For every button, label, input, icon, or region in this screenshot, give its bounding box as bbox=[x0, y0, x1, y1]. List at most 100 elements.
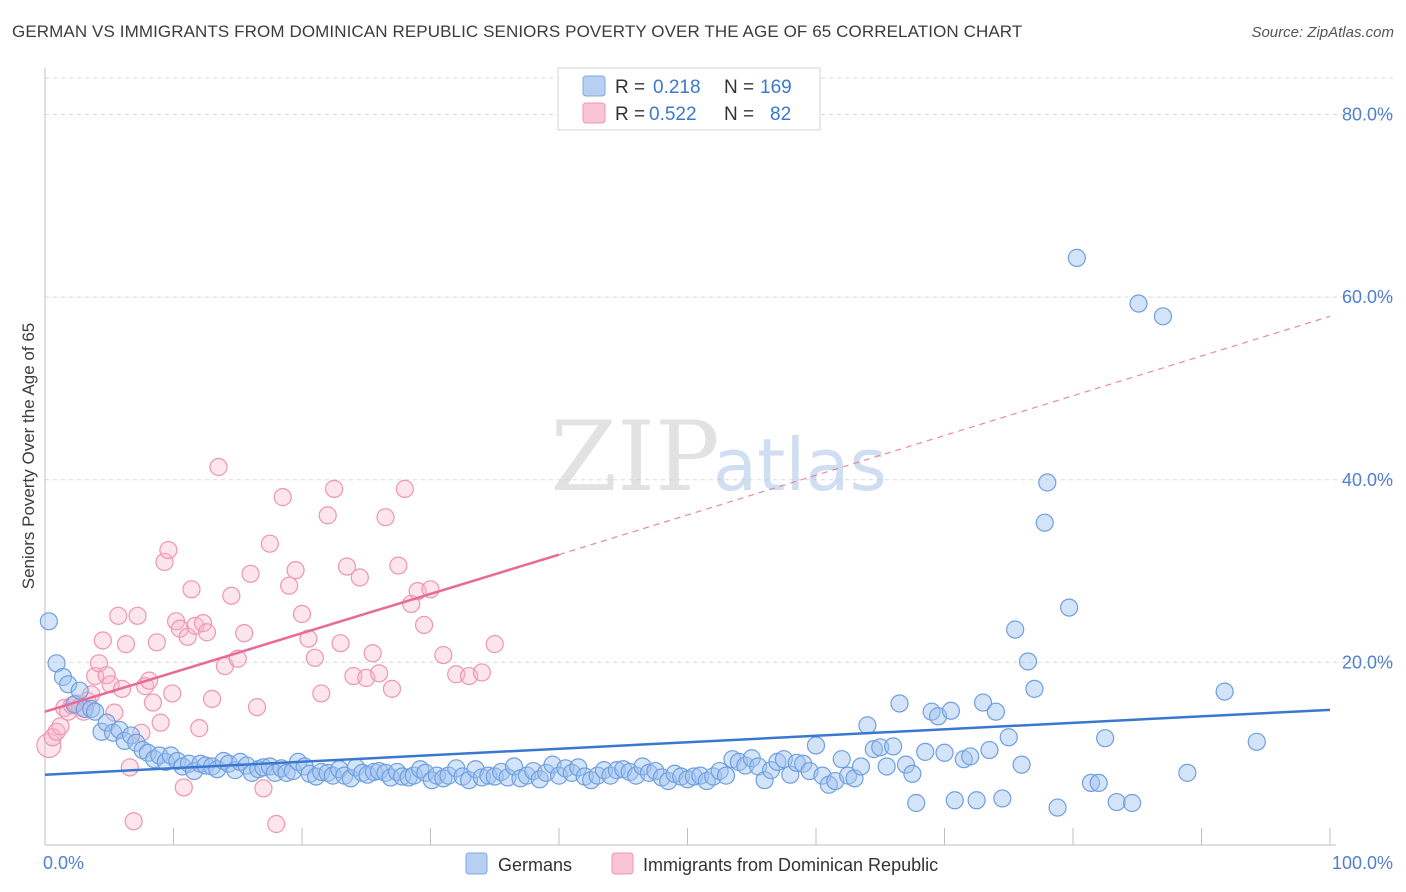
y-tick-label-20: 20.0% bbox=[1342, 652, 1393, 672]
dominican-point bbox=[305, 648, 324, 667]
german-point bbox=[1035, 513, 1054, 532]
dominican-point bbox=[395, 479, 414, 498]
german-trend-line bbox=[44, 708, 1331, 776]
dominican-point bbox=[143, 693, 163, 712]
german-point bbox=[980, 740, 999, 760]
legend-swatch-dominican bbox=[582, 102, 606, 124]
dominican-point bbox=[318, 506, 337, 525]
bottom-legend-swatch-dominican bbox=[611, 852, 634, 875]
german-point bbox=[1018, 652, 1038, 671]
german-point bbox=[961, 747, 980, 766]
german-point bbox=[806, 736, 826, 755]
bottom-legend-label-dominican: Immigrants from Dominican Republic bbox=[643, 855, 938, 875]
german-point bbox=[883, 737, 903, 756]
dominican-point bbox=[414, 615, 434, 635]
german-point bbox=[935, 743, 954, 762]
german-point bbox=[945, 791, 964, 810]
legend-r-value-german: 0.218 bbox=[653, 77, 701, 98]
dominican-point bbox=[93, 631, 112, 650]
german-point bbox=[916, 742, 935, 761]
dominican-point bbox=[376, 508, 395, 527]
german-point bbox=[59, 675, 78, 694]
watermark: ZIP atlas bbox=[550, 401, 887, 513]
dominican-point bbox=[124, 812, 143, 831]
legend-swatch-german bbox=[582, 75, 606, 97]
dominican-trend-line bbox=[44, 553, 560, 713]
dominican-point bbox=[97, 666, 116, 685]
dominican-point bbox=[286, 561, 305, 580]
y-tick-label-80: 80.0% bbox=[1342, 105, 1393, 125]
dominican-point bbox=[292, 604, 312, 624]
legend-n-label-german: N = bbox=[724, 77, 754, 98]
german-point bbox=[1012, 755, 1031, 774]
german-point bbox=[277, 763, 296, 782]
dominican-point bbox=[260, 534, 279, 553]
axis-layer bbox=[44, 68, 1336, 846]
german-point bbox=[498, 768, 517, 787]
dominican-point bbox=[105, 703, 124, 722]
german-point bbox=[1096, 729, 1115, 748]
german-point bbox=[1048, 798, 1067, 817]
german-point bbox=[1006, 620, 1025, 639]
bottom-legend: Germans Immigrants from Dominican Republ… bbox=[465, 852, 938, 875]
y-axis-title: Seniors Poverty Over the Age of 65 bbox=[19, 323, 38, 589]
german-point bbox=[973, 693, 993, 712]
dominican-point bbox=[254, 779, 273, 798]
german-point bbox=[1178, 763, 1197, 782]
german-point bbox=[1153, 307, 1173, 326]
dominican-point bbox=[151, 713, 170, 732]
dominican-point bbox=[193, 614, 213, 633]
dominican-point bbox=[241, 564, 260, 583]
dominican-point bbox=[312, 684, 331, 703]
series-dominican-points bbox=[36, 457, 504, 834]
german-point bbox=[110, 720, 129, 740]
dominican-point bbox=[182, 580, 201, 599]
bottom-legend-swatch-german bbox=[465, 852, 488, 875]
german-point bbox=[851, 757, 871, 776]
legend-n-label-dominican: N = bbox=[724, 104, 754, 125]
x-tick-label-first: 0.0% bbox=[43, 853, 84, 873]
dominican-point bbox=[389, 556, 408, 575]
german-point bbox=[877, 757, 896, 776]
german-point bbox=[1060, 598, 1079, 617]
dominican-point bbox=[363, 644, 382, 663]
dominican-point bbox=[280, 576, 299, 595]
dominican-point bbox=[163, 684, 182, 703]
dominican-point bbox=[147, 633, 166, 652]
german-point bbox=[472, 768, 491, 787]
dominican-point bbox=[159, 540, 178, 560]
dominican-point bbox=[273, 488, 292, 507]
german-point bbox=[1129, 294, 1148, 313]
german-point bbox=[1038, 473, 1057, 492]
german-point bbox=[1025, 679, 1044, 698]
tick-label-layer: 20.0% 40.0% 60.0% 80.0% 0.0% 100.0% bbox=[43, 105, 1393, 873]
german-point bbox=[907, 793, 926, 813]
german-point bbox=[755, 771, 774, 790]
y-tick-label-40: 40.0% bbox=[1342, 470, 1393, 490]
bottom-legend-label-german: Germans bbox=[498, 855, 572, 875]
legend-r-label-german: R = bbox=[615, 77, 645, 98]
dominican-point bbox=[331, 634, 350, 653]
german-point bbox=[736, 756, 755, 775]
german-point bbox=[787, 753, 806, 772]
trend-layer bbox=[44, 315, 1331, 776]
dominican-point bbox=[222, 586, 241, 605]
german-point bbox=[903, 764, 922, 783]
german-point bbox=[890, 694, 909, 713]
legend-r-value-dominican: 0.522 bbox=[649, 104, 697, 125]
dominican-point bbox=[370, 664, 389, 683]
german-point bbox=[416, 763, 435, 782]
dominican-point bbox=[267, 814, 286, 834]
german-point bbox=[941, 701, 961, 720]
german-point bbox=[1247, 732, 1266, 751]
dominican-point bbox=[174, 778, 193, 797]
series-german-points bbox=[39, 248, 1266, 817]
dominican-point bbox=[202, 689, 222, 709]
german-point bbox=[858, 716, 877, 735]
dominican-point bbox=[120, 758, 139, 777]
german-point bbox=[434, 769, 453, 788]
german-point bbox=[832, 750, 851, 769]
german-point bbox=[1215, 682, 1234, 701]
german-point bbox=[439, 766, 458, 785]
